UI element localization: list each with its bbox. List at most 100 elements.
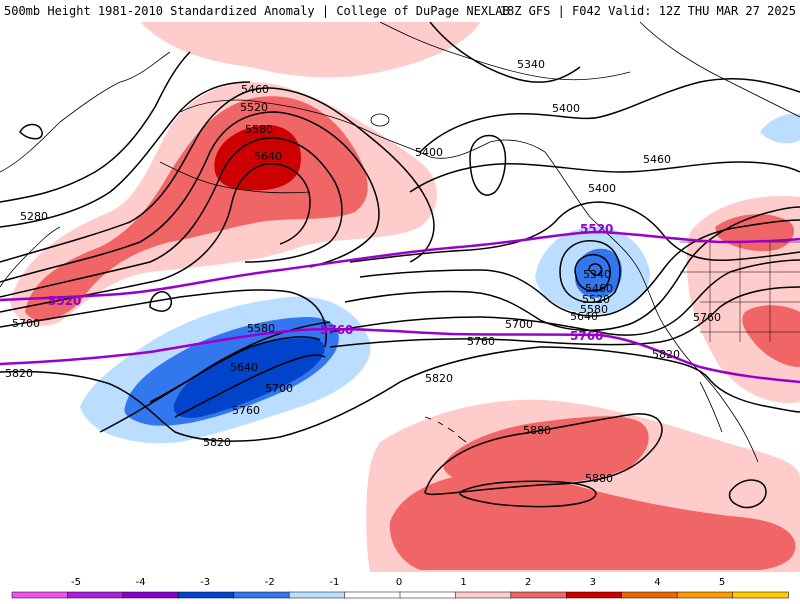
contour-label: 5280 xyxy=(20,210,48,223)
colorbar-tick-label: -3 xyxy=(200,577,210,588)
contour-low-2 xyxy=(574,253,611,292)
contour-trough-inner-2 xyxy=(174,354,326,418)
contour-low-3 xyxy=(588,263,603,276)
reference-contours xyxy=(0,230,800,384)
coastline-aleutians xyxy=(159,161,311,194)
colorbar-tick-label: 2 xyxy=(525,577,531,588)
coastline-arctic xyxy=(379,22,631,81)
coastline-siberia xyxy=(0,51,171,173)
contour-label: 5400 xyxy=(415,146,443,159)
coastline-california xyxy=(664,326,759,463)
coastlines xyxy=(0,22,800,463)
contour-loop-east xyxy=(728,479,767,509)
contour-label: 5820 xyxy=(652,348,680,361)
contour-5760-east xyxy=(329,286,800,348)
contour-5280 xyxy=(0,51,191,203)
coastline-hudson xyxy=(639,22,800,118)
contour-label: 5640 xyxy=(254,150,282,163)
contour-label: 5460 xyxy=(241,83,269,96)
contour-5640-east xyxy=(344,206,800,332)
contour-label: 5760 xyxy=(693,311,721,324)
colorbar-tick-label: 5 xyxy=(719,577,725,588)
colorbar-tick-label: -2 xyxy=(265,577,275,588)
purple-label: 5520 xyxy=(48,294,81,308)
contour-5400-north xyxy=(419,77,800,153)
colorbar-segment xyxy=(510,591,568,599)
contour-5700-west xyxy=(0,289,327,348)
colorbar-tick-label: -1 xyxy=(329,577,339,588)
contour-label: 5820 xyxy=(5,367,33,380)
colorbar-segment xyxy=(11,591,69,599)
contour-label: 5520 xyxy=(240,101,268,114)
contour-label: 5580 xyxy=(245,123,273,136)
contour-low-1 xyxy=(559,240,621,304)
purple-label: 5520 xyxy=(580,222,613,236)
contour-label: 5460 xyxy=(643,153,671,166)
reference-labels: 5520 5520 5760 5760 xyxy=(48,222,613,343)
lake-small xyxy=(370,113,390,127)
contour-label: 5640 xyxy=(570,310,598,323)
contour-label: 5400 xyxy=(588,182,616,195)
contour-label: 5340 xyxy=(517,58,545,71)
contour-5580-west xyxy=(0,137,343,298)
coastline-kamchatka xyxy=(0,226,61,288)
contour-label: 5340 xyxy=(583,268,611,281)
colorbar-segment xyxy=(122,591,180,599)
contour-5580-east xyxy=(359,219,800,317)
colorbar-segment xyxy=(399,591,457,599)
map-title: 500mb Height 1981-2010 Standardized Anom… xyxy=(4,4,510,18)
contour-5880-ridge-2 xyxy=(459,480,597,508)
positive-anomaly-subtropics-medium xyxy=(389,471,796,570)
contour-5880-ridge-1 xyxy=(424,413,663,496)
contour-label: 5460 xyxy=(585,282,613,295)
contour-label: 5820 xyxy=(203,436,231,449)
negative-anomaly-ne xyxy=(760,113,800,144)
colorbar-segment xyxy=(178,591,235,599)
anomaly-colorbar: -5 -4 -3 -2 -1 0 1 2 3 4 5 xyxy=(0,572,800,600)
colorbar-segment xyxy=(676,591,734,599)
contour-trough-inner-1 xyxy=(149,336,321,403)
contour-5700-east xyxy=(329,259,800,336)
run-valid-time: 18Z GFS | F042 Valid: 12Z THU MAR 27 202… xyxy=(499,4,796,18)
colorbar-segment xyxy=(621,591,678,599)
coastline-baja xyxy=(699,381,723,433)
colorbar-tick-label: 3 xyxy=(590,577,596,588)
contour-label: 5880 xyxy=(523,424,551,437)
contour-5460-west xyxy=(0,87,435,263)
contour-5340-west xyxy=(0,81,251,228)
positive-anomaly-mexico xyxy=(742,305,800,367)
contour-labels: 5460 5520 5580 5640 5280 5700 5820 5580 … xyxy=(5,58,721,485)
purple-5760-line xyxy=(0,327,800,384)
contour-5520-west xyxy=(0,111,380,283)
contour-label: 5700 xyxy=(505,318,533,331)
contour-5820-east xyxy=(539,346,800,413)
colorbar-segment xyxy=(67,591,124,599)
contour-5460-east xyxy=(409,161,800,193)
colorbar-segments xyxy=(11,591,789,599)
colorbar-segment xyxy=(732,591,789,599)
height-contours xyxy=(0,22,800,509)
contour-loop-west xyxy=(19,123,43,140)
contour-label: 5880 xyxy=(585,472,613,485)
contour-label: 5820 xyxy=(425,372,453,385)
anomaly-shading xyxy=(10,22,800,572)
contour-5340-north xyxy=(429,22,581,83)
colorbar-tick-label: 1 xyxy=(460,577,466,588)
purple-5520-line xyxy=(0,230,800,302)
colorbar-segment xyxy=(566,591,623,599)
colorbar-tick-label: 4 xyxy=(654,577,660,588)
contour-label: 5400 xyxy=(552,102,580,115)
colorbar-tick-label: -5 xyxy=(71,577,81,588)
contour-label: 5640 xyxy=(230,361,258,374)
purple-label: 5760 xyxy=(570,329,603,343)
contour-label: 5520 xyxy=(582,293,610,306)
contour-label: 5760 xyxy=(232,404,260,417)
coastline-canada xyxy=(544,151,666,328)
contour-5820-west xyxy=(0,346,541,442)
contour-5520-east xyxy=(349,201,800,263)
contour-label: 5700 xyxy=(265,382,293,395)
contour-label: 5580 xyxy=(247,322,275,335)
anomaly-map: 5460 5520 5580 5640 5280 5700 5820 5580 … xyxy=(0,22,800,572)
colorbar-segment xyxy=(344,591,401,599)
contour-5640-west xyxy=(0,163,311,313)
